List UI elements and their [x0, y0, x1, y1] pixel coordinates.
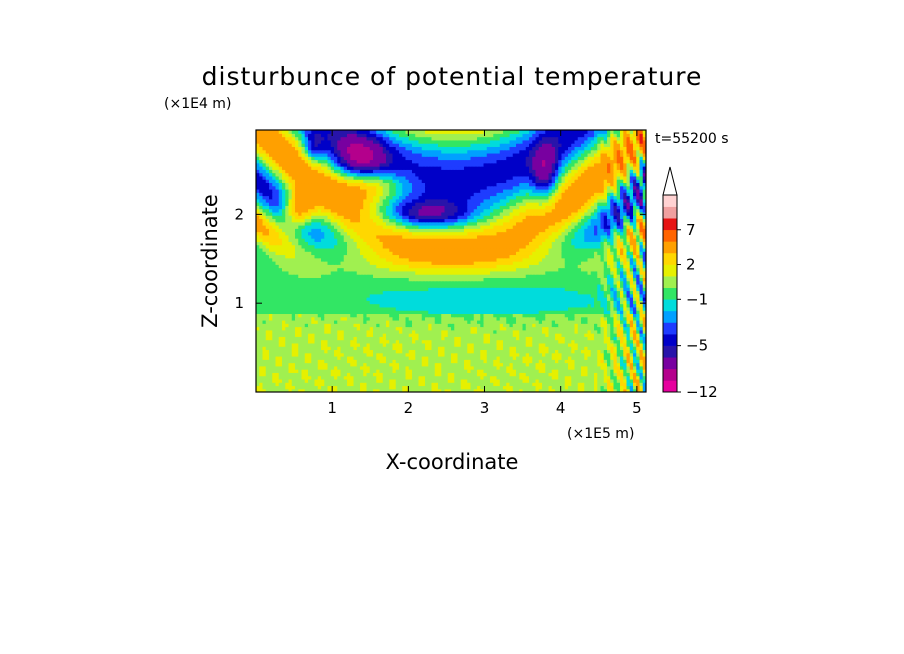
colorbar-swatch [663, 229, 677, 242]
colorbar-swatch [663, 206, 677, 219]
colorbar-swatch [663, 368, 677, 381]
x-tick-label: 5 [632, 399, 642, 417]
x-tick-label: 4 [556, 399, 566, 417]
colorbar-swatch [663, 310, 677, 323]
y-tick-label: 2 [234, 205, 244, 223]
x-tick-label: 3 [480, 399, 490, 417]
colorbar-swatch [663, 322, 677, 335]
colorbar-swatch [663, 252, 677, 265]
y-axis-label: Z-coordinate [198, 194, 222, 328]
colorbar-swatch [663, 380, 677, 393]
plot-frame [255, 129, 647, 393]
colorbar: 7 2 −1 −5 −12 [662, 166, 718, 401]
colorbar-tick-label: 2 [686, 256, 696, 274]
colorbar-tick-label: −5 [686, 337, 708, 355]
colorbar-tick-label: −1 [686, 290, 708, 308]
y-tick-label: 1 [234, 294, 244, 312]
x-tick-label: 1 [327, 399, 337, 417]
time-label: t=55200 s [655, 131, 729, 147]
colorbar-swatch [663, 334, 677, 346]
chart-title: disturbunce of potential temperature [202, 62, 703, 91]
y-axis: 12 [234, 205, 646, 312]
colorbar-swatch [663, 264, 677, 277]
x-axis-label: X-coordinate [386, 450, 519, 474]
colorbar-extend-arrow [662, 166, 678, 196]
colorbar-swatch [663, 276, 677, 289]
x-axis: 1 2 3 4 5 [327, 130, 642, 417]
colorbar-tick-label: 7 [686, 221, 696, 239]
colorbar-swatch [663, 357, 677, 370]
colorbar-tick-label: −12 [686, 383, 718, 401]
colorbar-swatch [663, 218, 677, 231]
colorbar-swatch [663, 345, 677, 358]
x-scale-label: (×1E5 m) [567, 426, 634, 442]
colorbar-swatch [663, 241, 677, 254]
y-scale-label: (×1E4 m) [164, 96, 231, 112]
colorbar-swatch [663, 287, 677, 300]
x-tick-label: 2 [404, 399, 414, 417]
colorbar-swatch [663, 195, 677, 207]
heatmap-field [256, 130, 646, 392]
colorbar-swatch [663, 299, 677, 312]
